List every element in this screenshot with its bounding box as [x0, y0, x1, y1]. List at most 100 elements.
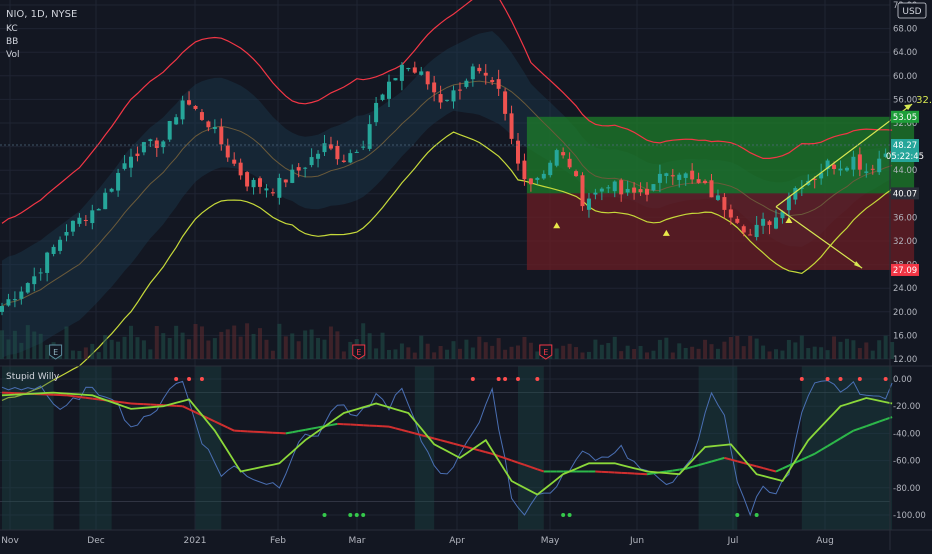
candle-body — [219, 127, 223, 144]
candle-body — [239, 163, 243, 176]
volume-bar — [748, 336, 752, 359]
volume-bar — [471, 348, 475, 359]
candle-body — [561, 152, 565, 155]
volume-bar — [606, 343, 610, 359]
indicator-label-bb[interactable]: BB — [6, 37, 18, 47]
candle-body — [510, 113, 514, 139]
candle-body — [684, 173, 688, 178]
volume-bar — [65, 327, 69, 359]
volume-bar — [793, 342, 797, 359]
candle-body — [716, 195, 720, 200]
candle-body — [174, 117, 178, 124]
volume-bar — [116, 342, 120, 359]
volume-bar — [45, 345, 49, 359]
candle-body — [864, 171, 868, 172]
volume-bar — [503, 350, 507, 359]
candle-body — [522, 161, 526, 180]
candle-body — [651, 184, 655, 190]
oversold-marker — [348, 513, 352, 517]
oversold-marker — [323, 513, 327, 517]
time-tick-label: 2021 — [184, 536, 207, 546]
price-tick-label: 24.00 — [893, 284, 917, 294]
oscillator-tick-label: 0.00 — [893, 375, 912, 385]
indicator-label-vol[interactable]: Vol — [6, 50, 19, 60]
oscillator-title[interactable]: Stupid Willy — [6, 372, 60, 382]
candle-body — [755, 225, 759, 237]
volume-bar — [819, 347, 823, 359]
candle-body — [32, 276, 36, 284]
volume-bar — [264, 340, 268, 359]
candle-body — [155, 140, 159, 148]
volume-bar — [323, 340, 327, 359]
volume-bar — [555, 348, 559, 359]
volume-bar — [252, 334, 256, 359]
candle-body — [555, 150, 559, 166]
volume-bar — [342, 351, 346, 359]
candle-body — [639, 189, 643, 192]
candle-body — [194, 106, 198, 109]
willy-slow-segment — [666, 471, 672, 472]
candle-body — [0, 306, 4, 312]
volume-bar — [458, 349, 462, 359]
candle-body — [206, 121, 210, 127]
willy-slow-segment — [292, 431, 298, 432]
overbought-marker — [839, 377, 843, 381]
indicator-label-kc[interactable]: KC — [6, 24, 18, 34]
volume-bar — [613, 337, 617, 359]
price-tick-label: 64.00 — [893, 48, 917, 58]
volume-bar — [851, 340, 855, 359]
volume-bar — [490, 346, 494, 359]
price-tick-label: 60.00 — [893, 72, 917, 82]
volume-bar — [413, 353, 417, 359]
time-tick-label: Apr — [449, 536, 465, 546]
volume-bar — [316, 338, 320, 359]
volume-bar — [239, 337, 243, 359]
loss-zone — [527, 193, 914, 270]
candle-body — [645, 189, 649, 195]
candle-body — [690, 171, 694, 180]
volume-bar — [206, 341, 210, 359]
volume-bar — [348, 342, 352, 359]
candle-body — [877, 159, 881, 172]
volume-bar — [722, 342, 726, 359]
candle-body — [458, 90, 462, 91]
volume-bar — [103, 335, 107, 359]
candle-body — [116, 173, 120, 191]
candle-body — [393, 78, 397, 80]
volume-bar — [593, 340, 597, 359]
overbought-marker — [503, 377, 507, 381]
price-tag-label: 48.27 — [893, 141, 917, 151]
symbol-title[interactable]: NIO, 1D, NYSE — [6, 9, 77, 20]
volume-bar — [393, 349, 397, 359]
willy-slow-segment — [299, 430, 305, 431]
volume-bar — [232, 326, 236, 359]
candle-body — [381, 95, 385, 100]
volume-bar — [200, 326, 204, 359]
volume-bar — [716, 349, 720, 359]
willy-slow-segment — [67, 395, 73, 396]
candle-body — [406, 68, 410, 69]
candle-body — [148, 139, 152, 141]
candle-body — [200, 112, 204, 120]
candle-body — [729, 209, 733, 217]
volume-bar — [135, 337, 139, 359]
willy-slow-segment — [286, 432, 292, 433]
overbought-marker — [516, 377, 520, 381]
candle-body — [413, 67, 417, 72]
candle-body — [606, 187, 610, 188]
volume-bar — [587, 352, 591, 359]
candle-body — [123, 163, 127, 169]
willy-slow-segment — [312, 427, 318, 428]
candle-body — [258, 178, 262, 187]
candle-body — [110, 189, 114, 192]
candle-body — [600, 189, 604, 192]
volume-bar — [639, 346, 643, 359]
candle-body — [542, 174, 546, 179]
oscillator-zone — [415, 366, 434, 530]
candle-body — [471, 66, 475, 79]
volume-bar — [774, 349, 778, 359]
volume-bar — [439, 346, 443, 359]
candle-body — [632, 188, 636, 193]
candle-body — [135, 154, 139, 156]
